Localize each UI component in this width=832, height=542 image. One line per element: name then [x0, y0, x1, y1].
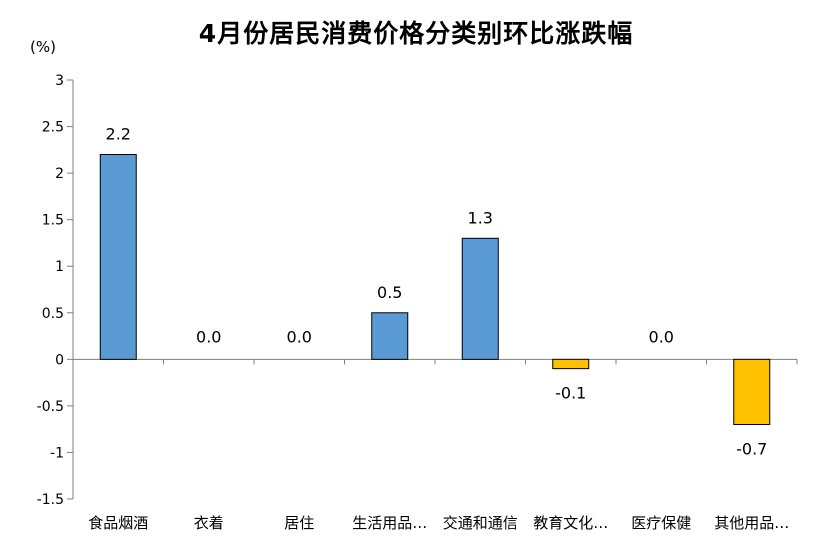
- bar: [733, 358, 771, 426]
- y-tick-label: 1.5: [42, 213, 64, 229]
- bar: [371, 312, 409, 360]
- y-tick-label: 0.5: [42, 306, 64, 322]
- category-label: 居住: [284, 514, 314, 532]
- category-label: 其他用品…: [714, 514, 789, 532]
- y-tick-label: 3: [55, 73, 64, 89]
- y-tick-label: -0.5: [37, 399, 64, 415]
- data-label: 0.5: [377, 283, 402, 302]
- data-label: 0.0: [287, 327, 312, 346]
- category-label: 衣着: [194, 514, 224, 532]
- bar: [99, 153, 137, 360]
- y-tick-label: 1: [55, 259, 64, 275]
- data-label: -0.7: [736, 440, 767, 459]
- category-label: 生活用品…: [352, 514, 427, 532]
- data-label: -0.1: [555, 384, 586, 403]
- data-label: 1.3: [468, 208, 493, 227]
- y-tick-label: 2.5: [42, 120, 64, 136]
- y-axis-unit: (%): [30, 38, 56, 56]
- category-label: 食品烟酒: [88, 514, 148, 532]
- bar: [552, 358, 590, 370]
- data-label: 0.0: [649, 327, 674, 346]
- y-tick-label: 2: [55, 166, 64, 182]
- y-tick-label: 0: [55, 352, 64, 368]
- data-label: 0.0: [196, 327, 221, 346]
- category-label: 交通和通信: [443, 514, 518, 532]
- chart-title: 4月份居民消费价格分类别环比涨跌幅: [198, 19, 634, 48]
- category-label: 教育文化…: [533, 514, 608, 532]
- bar: [461, 237, 499, 360]
- data-label: 2.2: [106, 124, 131, 143]
- y-tick-label: -1.5: [37, 492, 64, 508]
- category-label: 医疗保健: [631, 514, 691, 532]
- y-tick-label: -1: [50, 445, 64, 461]
